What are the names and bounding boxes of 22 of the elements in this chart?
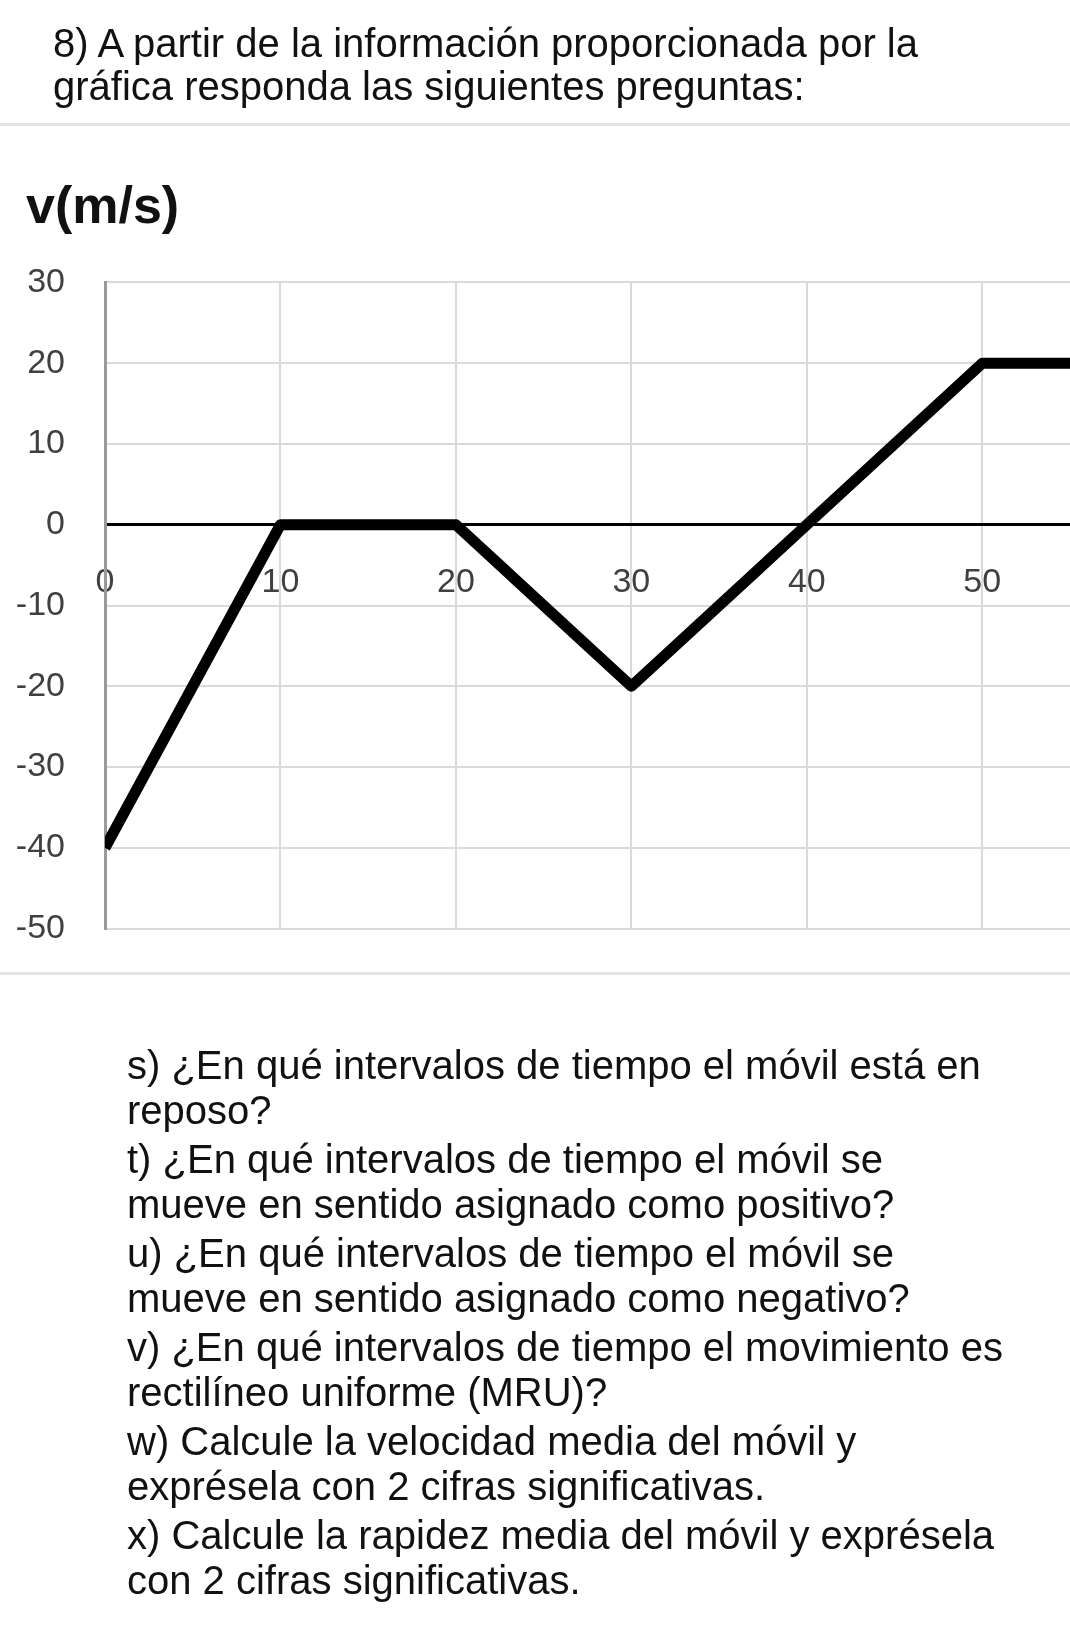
x-tick-label: 40 bbox=[787, 560, 826, 599]
chart-title: 8) A partir de la información proporcionada por la gráfica responda las siguientes preguntas: bbox=[53, 21, 919, 108]
x-tick-label: 10 bbox=[261, 560, 300, 599]
text: v) ¿En qué intervalos de tiempo el movimiento es rectilíneo uniforme (MRU)? bbox=[127, 1325, 1004, 1415]
x-tick-label: 20 bbox=[437, 560, 475, 599]
x-tick-label: 50 bbox=[963, 560, 1002, 599]
text: w) Calcule la velocidad media del móvil y exprésela con 2 cifras significativas. bbox=[127, 1419, 858, 1509]
y-tick-label: -10 bbox=[15, 583, 65, 622]
text: u) ¿En qué intervalos de tiempo el móvil se mueve en sentido asignado como negativo? bbox=[127, 1231, 911, 1321]
y-tick-label: -30 bbox=[15, 745, 65, 784]
y-tick-label: 10 bbox=[27, 422, 65, 461]
text: t) ¿En qué intervalos de tiempo el móvil se mueve en sentido asignado como positivo? bbox=[127, 1137, 896, 1227]
y-tick-label: 30 bbox=[27, 260, 65, 299]
y-tick-label: -20 bbox=[15, 664, 65, 703]
y-tick-label: -50 bbox=[15, 906, 65, 945]
y-tick-label: 0 bbox=[46, 503, 65, 542]
y-tick-label: 20 bbox=[27, 341, 65, 380]
text: x) Calcule la rapidez media del móvil y exprésela con 2 cifras significativas. bbox=[127, 1513, 996, 1603]
text: s) ¿En qué intervalos de tiempo el móvil está en reposo? bbox=[127, 1043, 982, 1133]
y-axis-title: v(m/s) bbox=[26, 176, 180, 234]
x-tick-label: 30 bbox=[612, 560, 651, 599]
y-tick-label: -40 bbox=[15, 826, 65, 865]
